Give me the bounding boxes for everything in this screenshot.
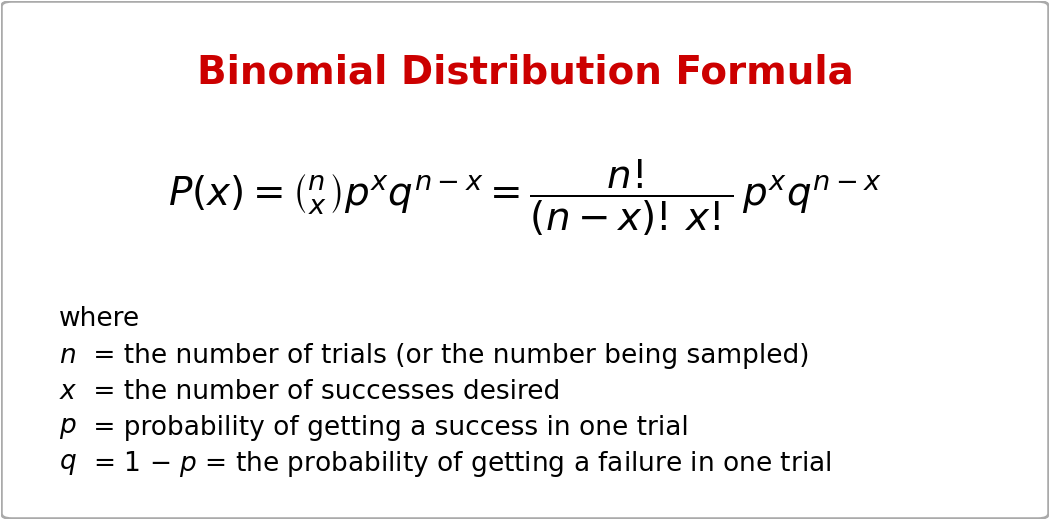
Text: Binomial Distribution Formula: Binomial Distribution Formula bbox=[196, 53, 854, 91]
Text: $x$: $x$ bbox=[59, 379, 78, 405]
Text: $n$: $n$ bbox=[59, 343, 76, 369]
Text: where: where bbox=[59, 306, 140, 332]
Text: = 1 $-$ $p$ = the probability of getting a failure in one trial: = 1 $-$ $p$ = the probability of getting… bbox=[85, 449, 832, 479]
Text: $P(x) = \binom{n}{x}p^x q^{n-x} = \dfrac{n!}{(n-x)!\, x!}\, p^x q^{n-x}$: $P(x) = \binom{n}{x}p^x q^{n-x} = \dfrac… bbox=[168, 158, 882, 238]
Text: = the number of trials (or the number being sampled): = the number of trials (or the number be… bbox=[85, 343, 810, 369]
Text: = the number of successes desired: = the number of successes desired bbox=[85, 379, 561, 405]
Text: = probability of getting a success in one trial: = probability of getting a success in on… bbox=[85, 415, 689, 441]
Text: $p$: $p$ bbox=[59, 415, 77, 441]
Text: $q$: $q$ bbox=[59, 451, 77, 477]
